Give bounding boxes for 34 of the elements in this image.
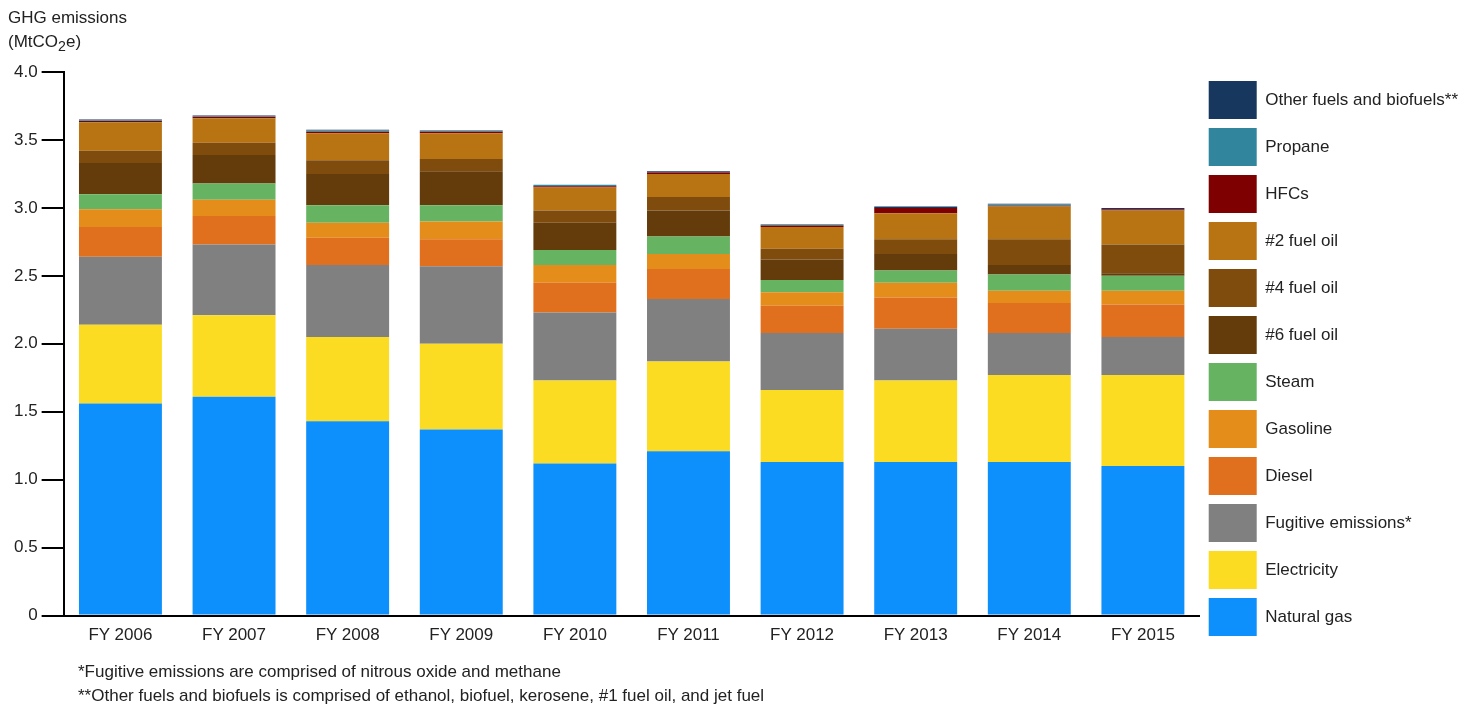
x-tick-label: FY 2014 <box>997 625 1062 645</box>
legend-label: Steam <box>1265 371 1315 391</box>
y-tick-label: 1.0 <box>13 469 38 489</box>
x-tick-label: FY 2013 <box>883 625 948 645</box>
y-tick-label: 3.5 <box>13 129 38 149</box>
legend-label: #4 fuel oil <box>1265 277 1338 297</box>
x-tick-label: FY 2006 <box>88 625 153 645</box>
text: **Other fuels and biofuels is comprised of ethanol, biofuel, kerosene, #1 fuel oil, and jet fuel <box>78 685 765 707</box>
legend-label: Electricity <box>1265 559 1339 579</box>
x-tick-label: FY 2010 <box>542 625 607 645</box>
legend-label: HFCs <box>1265 183 1309 203</box>
x-tick-label: FY 2015 <box>1110 625 1175 645</box>
legend-label: Fugitive emissions* <box>1265 512 1413 532</box>
y-tick-label: 1.5 <box>13 401 38 421</box>
y-tick-label: 2.0 <box>13 333 38 353</box>
text: *Fugitive emissions are comprised of nitrous oxide and methane <box>78 661 562 683</box>
x-tick-label: FY 2007 <box>202 625 267 645</box>
y-tick-label: 4.0 <box>13 61 38 81</box>
x-tick-label: FY 2011 <box>657 625 720 645</box>
legend-label: #2 fuel oil <box>1265 230 1338 250</box>
x-tick-label: FY 2012 <box>770 625 835 645</box>
y-tick-label: 0.5 <box>13 537 38 557</box>
legend-label: Propane <box>1265 136 1330 156</box>
legend-label: #6 fuel oil <box>1265 324 1338 344</box>
legend-label: Natural gas <box>1265 606 1353 626</box>
legend-label: Other fuels and biofuels** <box>1265 89 1459 109</box>
y-tick-label: 0 <box>28 605 38 625</box>
y-tick-label: 2.5 <box>13 265 38 285</box>
x-tick-label: FY 2009 <box>429 625 494 645</box>
y-axis-title: GHG emissions (MtCO$_{2}$e) <box>8 7 129 57</box>
legend-label: Diesel <box>1265 465 1313 485</box>
y-tick-label: 3.0 <box>13 197 38 217</box>
x-tick-label: FY 2008 <box>315 625 380 645</box>
legend-label: Gasoline <box>1265 418 1333 438</box>
